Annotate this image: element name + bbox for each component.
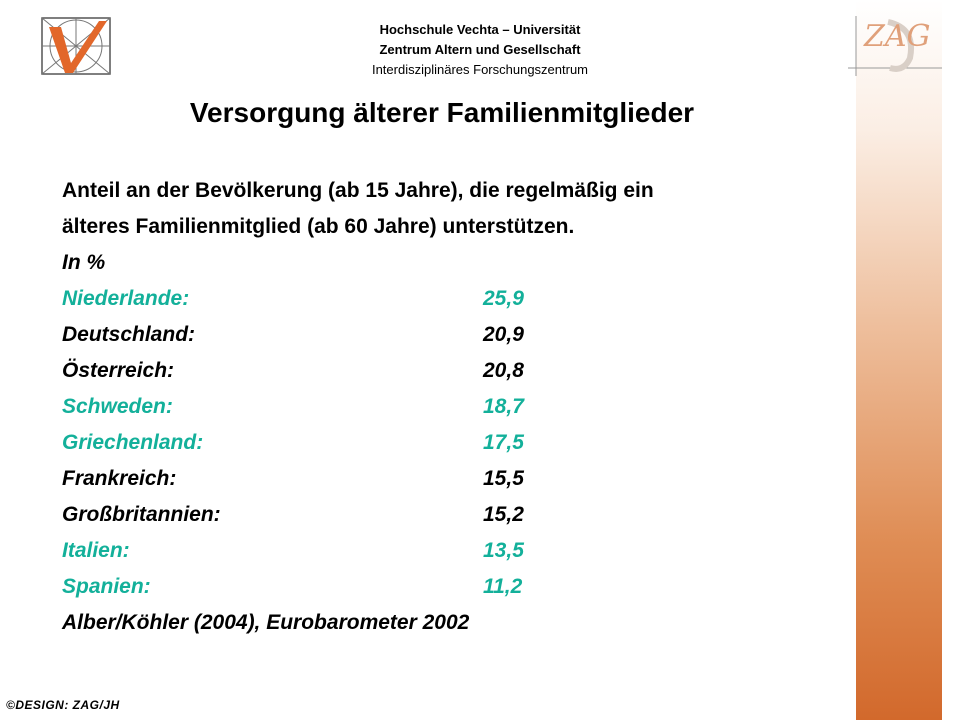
country-name: Österreich: bbox=[62, 359, 175, 382]
country-name: Spanien: bbox=[62, 575, 151, 598]
country-value: 11,2 bbox=[483, 575, 523, 598]
university-logo bbox=[41, 17, 111, 75]
country-value: 25,9 bbox=[483, 287, 524, 310]
country-name: Italien: bbox=[62, 539, 130, 562]
country-row: Österreich: 20,8 bbox=[62, 353, 842, 389]
side-gradient-bar bbox=[856, 0, 942, 720]
source-citation: Alber/Köhler (2004), Eurobarometer 2002 bbox=[62, 611, 470, 634]
country-row: Spanien: 11,2 bbox=[62, 569, 842, 605]
country-row: Großbritannien: 15,2 bbox=[62, 497, 842, 533]
intro-line-1: Anteil an der Bevölkerung (ab 15 Jahre),… bbox=[62, 179, 654, 202]
main-content: Anteil an der Bevölkerung (ab 15 Jahre),… bbox=[62, 173, 842, 641]
country-row: Italien: 13,5 bbox=[62, 533, 842, 569]
intro-line-2: älteres Familienmitglied (ab 60 Jahre) u… bbox=[62, 215, 575, 238]
institution-header: Hochschule Vechta – Universität Zentrum … bbox=[260, 20, 700, 80]
country-name: Niederlande: bbox=[62, 287, 190, 310]
header-subtitle: Interdisziplinäres Forschungszentrum bbox=[371, 62, 589, 77]
country-row: Schweden: 18,7 bbox=[62, 389, 842, 425]
country-name: Großbritannien: bbox=[62, 503, 221, 526]
country-value: 20,8 bbox=[483, 359, 524, 382]
country-value: 15,5 bbox=[483, 467, 524, 490]
country-name: Frankreich: bbox=[62, 467, 177, 490]
country-value: 17,5 bbox=[483, 431, 524, 454]
country-row: Deutschland: 20,9 bbox=[62, 317, 842, 353]
country-value: 13,5 bbox=[483, 539, 524, 562]
country-value: 20,9 bbox=[483, 323, 524, 346]
design-credit: ©DESIGN: ZAG/JH bbox=[6, 698, 120, 712]
country-row: Frankreich: 15,5 bbox=[62, 461, 842, 497]
country-row: Griechenland: 17,5 bbox=[62, 425, 842, 461]
country-value: 18,7 bbox=[483, 395, 524, 418]
country-name: Deutschland: bbox=[62, 323, 196, 346]
header-university: Hochschule Vechta – Universität bbox=[379, 22, 581, 37]
country-row: Niederlande: 25,9 bbox=[62, 281, 842, 317]
zag-logo-text: ZAG bbox=[863, 19, 930, 54]
country-name: Schweden: bbox=[62, 395, 173, 418]
page-title: Versorgung älterer Familienmitglieder bbox=[189, 97, 695, 128]
unit-label: In % bbox=[62, 251, 106, 274]
header-center: Zentrum Altern und Gesellschaft bbox=[379, 42, 581, 57]
country-value: 15,2 bbox=[483, 503, 524, 526]
zag-logo: ZAG bbox=[848, 16, 942, 76]
country-name: Griechenland: bbox=[62, 431, 204, 454]
